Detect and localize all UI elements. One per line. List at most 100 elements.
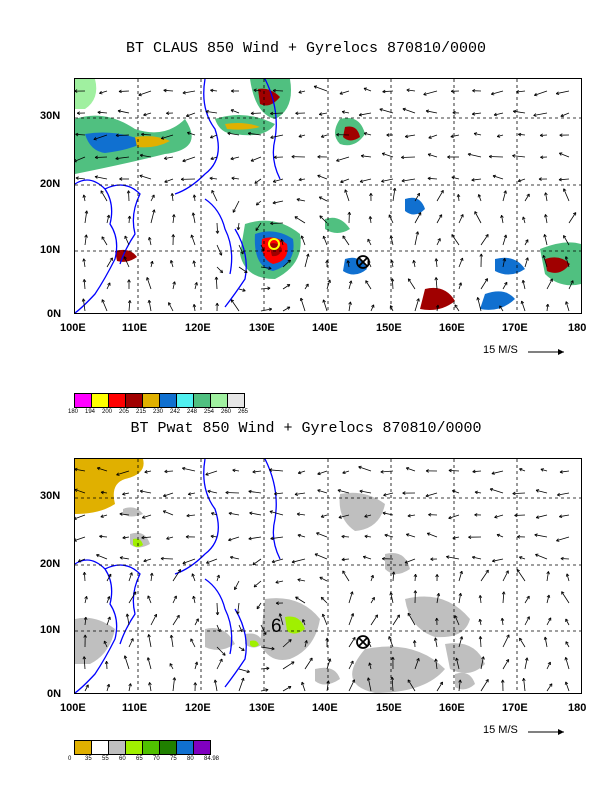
wind-arrowhead (250, 158, 254, 162)
wind-arrowhead (535, 553, 539, 557)
wind-arrow (271, 558, 284, 563)
wind-arrow (186, 514, 196, 517)
wind-arrow (388, 214, 394, 224)
wind-arrow (348, 280, 352, 290)
wind-arrow (524, 657, 528, 670)
wind-arrow (451, 176, 460, 180)
wind-arrow (522, 216, 526, 224)
pwat-map: 6 (74, 458, 582, 694)
wind-arrowhead (428, 135, 432, 139)
wind-arrowhead (117, 109, 122, 113)
wind-arrowhead (270, 111, 274, 116)
wind-arrowhead (166, 111, 170, 115)
wind-arrow (128, 300, 131, 312)
wind-arrow (230, 299, 240, 312)
legend-tick-label: 248 (187, 409, 198, 415)
wind-arrowhead (320, 514, 325, 518)
wind-arrow (182, 90, 196, 94)
wind-arrow (524, 239, 529, 246)
wind-arrowhead (99, 90, 103, 95)
wind-arrowhead (261, 248, 265, 252)
wind-arrow (84, 234, 87, 246)
wind-arrowhead (103, 640, 107, 645)
wind-arrowhead (472, 469, 476, 474)
wind-arrow (364, 535, 372, 538)
wind-arrowhead (147, 595, 151, 599)
wind-arrowhead (216, 574, 220, 579)
wind-arrowhead (516, 569, 520, 573)
wind-arrowhead (503, 190, 507, 194)
wind-arrow (260, 624, 267, 635)
wind-arrow (524, 595, 530, 604)
wind-arrow (546, 617, 552, 626)
wind-arrow (256, 602, 262, 610)
wind-arrow (406, 467, 416, 472)
wind-arrowhead (142, 515, 146, 519)
wind-arrowhead (546, 571, 550, 575)
wind-arrow (172, 281, 176, 290)
wind-arrowhead (213, 679, 218, 683)
wind-arrow (322, 613, 328, 626)
wind-arrow (269, 469, 284, 472)
wind-arrowhead (314, 553, 318, 557)
wind-arrowhead (176, 614, 180, 619)
legend-tick-label: 205 (119, 409, 130, 415)
wind-arrowhead (270, 536, 274, 541)
wind-arrow (348, 660, 354, 670)
wind-arrowhead (339, 91, 343, 95)
wind-arrow (164, 156, 174, 159)
wind-arrow (297, 579, 306, 582)
wind-arrowhead (390, 259, 394, 264)
wind-arrowhead (229, 555, 234, 560)
wind-arrow (270, 536, 284, 540)
wind-arrowhead (298, 90, 302, 94)
wind-arrowhead (242, 288, 246, 292)
wind-arrowhead (434, 658, 438, 662)
wind-arrow (194, 618, 199, 626)
wind-arrow (348, 637, 356, 648)
wind-arrow (382, 153, 394, 158)
wind-arrow (172, 595, 177, 604)
wind-arrow (492, 558, 504, 562)
wind-arrowhead (472, 88, 476, 93)
legend-swatch (159, 740, 177, 755)
wind-arrowhead (540, 155, 544, 159)
wind-arrow (360, 178, 372, 183)
wind-arrow (382, 90, 394, 93)
wind-arrowhead (143, 558, 147, 563)
wind-arrow (425, 492, 438, 497)
wind-arrowhead (383, 493, 387, 497)
wind-arrowhead (205, 560, 210, 564)
wind-arrowhead (456, 194, 461, 198)
wind-arrowhead (388, 214, 392, 218)
wind-arrowhead (390, 278, 395, 282)
wind-arrow (535, 554, 548, 560)
wind-arrowhead (296, 198, 300, 202)
wind-arrowhead (182, 561, 186, 565)
wind-arrow (83, 258, 86, 268)
wind-arrow (517, 178, 526, 182)
wind-arrow (556, 90, 570, 95)
wind-arrow (502, 234, 507, 246)
wind-arrow (260, 266, 272, 269)
wind-arrowhead (327, 658, 332, 662)
wind-arrow (556, 536, 570, 542)
wind-arrowhead (360, 154, 365, 158)
wind-arrow (100, 190, 108, 202)
wind-arrow (182, 156, 196, 162)
wind-arrow (126, 613, 130, 626)
wind-arrowhead (191, 573, 195, 577)
wind-arrowhead (252, 469, 256, 474)
wind-arrow (101, 236, 108, 246)
wind-arrowhead (363, 87, 368, 91)
wind-arrow (255, 222, 262, 231)
wind-arrow (436, 214, 443, 224)
wind-arrowhead (244, 269, 248, 273)
wind-arrowhead (185, 113, 190, 118)
wind-arrowhead (75, 467, 78, 472)
wind-arrowhead (342, 235, 346, 239)
legend-tick-label: 265 (238, 409, 249, 415)
wind-arrowhead (338, 515, 342, 519)
wind-arrow (336, 156, 350, 162)
wind-arrowhead (291, 661, 295, 665)
